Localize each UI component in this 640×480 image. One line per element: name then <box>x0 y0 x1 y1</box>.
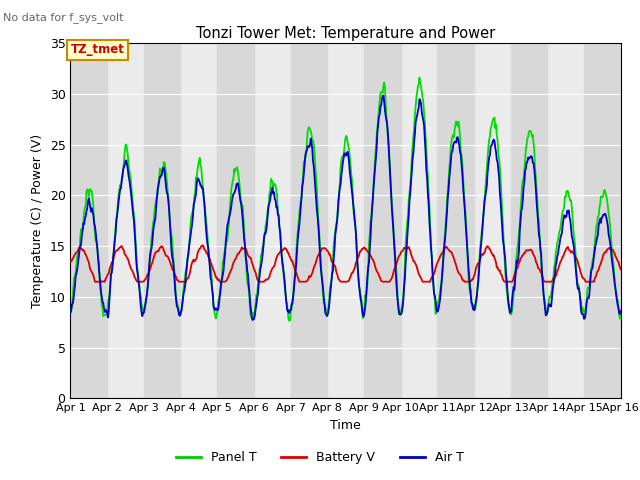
Legend: Panel T, Battery V, Air T: Panel T, Battery V, Air T <box>171 446 469 469</box>
Bar <box>584 43 621 398</box>
Text: No data for f_sys_volt: No data for f_sys_volt <box>3 12 124 23</box>
Text: TZ_tmet: TZ_tmet <box>71 43 125 56</box>
Bar <box>437 43 474 398</box>
X-axis label: Time: Time <box>330 419 361 432</box>
Bar <box>70 43 107 398</box>
Y-axis label: Temperature (C) / Power (V): Temperature (C) / Power (V) <box>31 134 44 308</box>
Bar <box>291 43 327 398</box>
Title: Tonzi Tower Met: Temperature and Power: Tonzi Tower Met: Temperature and Power <box>196 25 495 41</box>
Bar <box>364 43 401 398</box>
Bar <box>144 43 180 398</box>
Bar <box>217 43 254 398</box>
Bar <box>511 43 547 398</box>
